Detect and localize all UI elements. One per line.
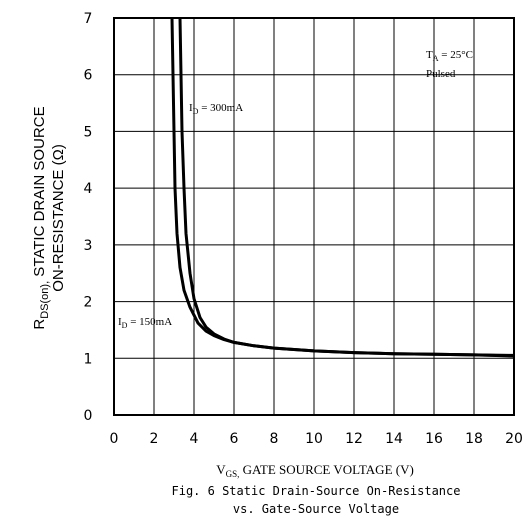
grid-lines <box>114 18 514 415</box>
x-tick-label-5: 10 <box>305 431 323 447</box>
pulsed-annotation: Pulsed <box>426 68 456 80</box>
y-tick-label-0: 0 <box>84 408 93 424</box>
y-tick-label-3: 3 <box>84 238 93 254</box>
series-label-300ma: ID = 300mA <box>189 102 243 116</box>
y-tick-label-5: 5 <box>84 124 93 140</box>
x-axis-label: VGS, GATE SOURCE VOLTAGE (V) <box>216 462 414 479</box>
ta-annotation: TA = 25°C <box>426 49 473 63</box>
x-tick-label-6: 12 <box>345 431 363 447</box>
caption-line-1: Fig. 6 Static Drain-Source On-Resistance <box>172 484 461 498</box>
caption-line-2: vs. Gate-Source Voltage <box>233 502 399 516</box>
x-tick-label-8: 16 <box>425 431 443 447</box>
x-tick-label-2: 4 <box>190 431 199 447</box>
plot-frame <box>113 17 515 416</box>
series-line-0 <box>178 17 515 357</box>
y-tick-labels: 0 1 2 3 4 5 6 7 <box>84 11 93 424</box>
y-tick-label-7: 7 <box>84 11 93 27</box>
y-tick-label-6: 6 <box>84 68 93 84</box>
y-tick-label-1: 1 <box>84 351 93 367</box>
series-line-1 <box>170 17 515 358</box>
svg-text:ON-RESISTANCE (Ω): ON-RESISTANCE (Ω) <box>50 144 67 292</box>
svg-text:RDS(on), STATIC DRAIN SOURCE: RDS(on), STATIC DRAIN SOURCE <box>31 106 51 329</box>
y-tick-label-2: 2 <box>84 295 93 311</box>
y-axis-label: RDS(on), STATIC DRAIN SOURCE ON-RESISTAN… <box>31 106 67 329</box>
x-tick-label-10: 20 <box>505 431 523 447</box>
x-tick-label-7: 14 <box>385 431 403 447</box>
y-tick-label-4: 4 <box>84 181 93 197</box>
x-tick-label-0: 0 <box>110 431 119 447</box>
x-tick-label-3: 6 <box>230 431 239 447</box>
x-tick-label-1: 2 <box>150 431 159 447</box>
x-tick-labels: 0 2 4 6 8 10 12 14 16 18 20 <box>110 431 523 447</box>
x-tick-label-4: 8 <box>270 431 279 447</box>
series-label-150ma: ID = 150mA <box>118 316 172 330</box>
series-group <box>170 17 515 358</box>
x-tick-label-9: 18 <box>465 431 483 447</box>
